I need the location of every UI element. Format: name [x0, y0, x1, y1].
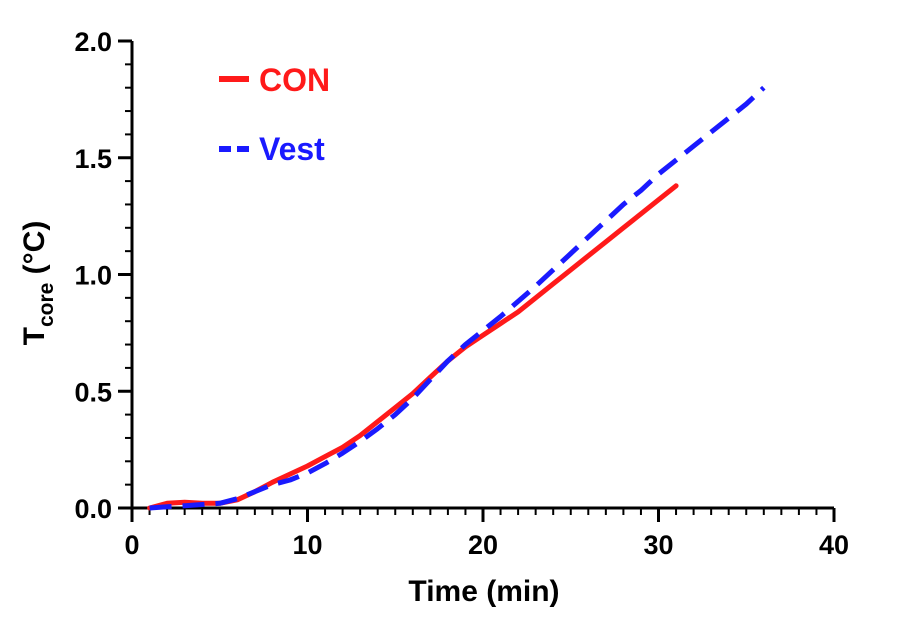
legend-label-con: CON [259, 62, 330, 98]
y-axis-title: Tcore (°C) [18, 221, 58, 346]
x-tick-label: 20 [468, 530, 498, 560]
x-tick-label: 0 [124, 530, 139, 560]
series-line-vest [149, 85, 766, 511]
x-tick-label: 40 [819, 530, 849, 560]
x-tick-label: 10 [292, 530, 322, 560]
legend: CON Vest [219, 62, 330, 167]
y-tick-label: 1.0 [74, 261, 112, 291]
axes-layer: 0 10 20 30 40 0.0 0.5 1.0 1.5 2.0 [74, 27, 849, 560]
y-tick-label: 1.5 [74, 144, 112, 174]
y-tick-label: 0.5 [74, 377, 112, 407]
series-line-con [147, 183, 679, 511]
series-layer [147, 85, 766, 511]
y-tick-label: 0.0 [74, 494, 112, 524]
x-tick-label: 30 [643, 530, 673, 560]
y-axis-title-subscript: core [35, 283, 58, 327]
y-tick-label: 2.0 [74, 27, 112, 57]
legend-item-con: CON [219, 62, 330, 98]
x-axis-title: Time (min) [408, 575, 559, 608]
y-axis-title-suffix: (°C) [18, 221, 51, 283]
y-axis-title-main: T [18, 327, 51, 345]
legend-item-vest: Vest [219, 131, 325, 167]
legend-label-vest: Vest [259, 131, 325, 167]
